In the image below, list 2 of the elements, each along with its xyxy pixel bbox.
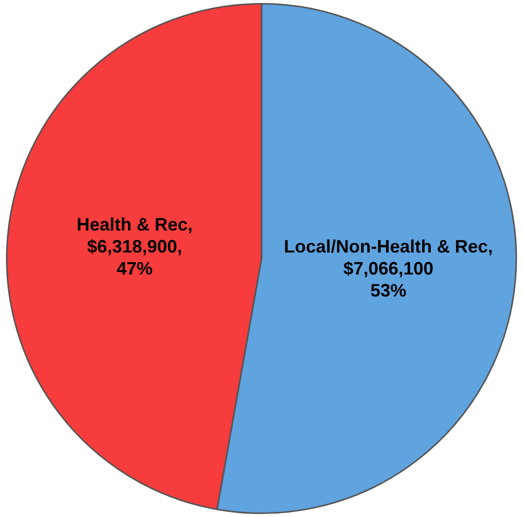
slice-label: Health & Rec, $6,318,900, 47% — [76, 214, 193, 278]
slice-label: Local/Non-Health & Rec, $7,066,100 53% — [284, 236, 493, 301]
